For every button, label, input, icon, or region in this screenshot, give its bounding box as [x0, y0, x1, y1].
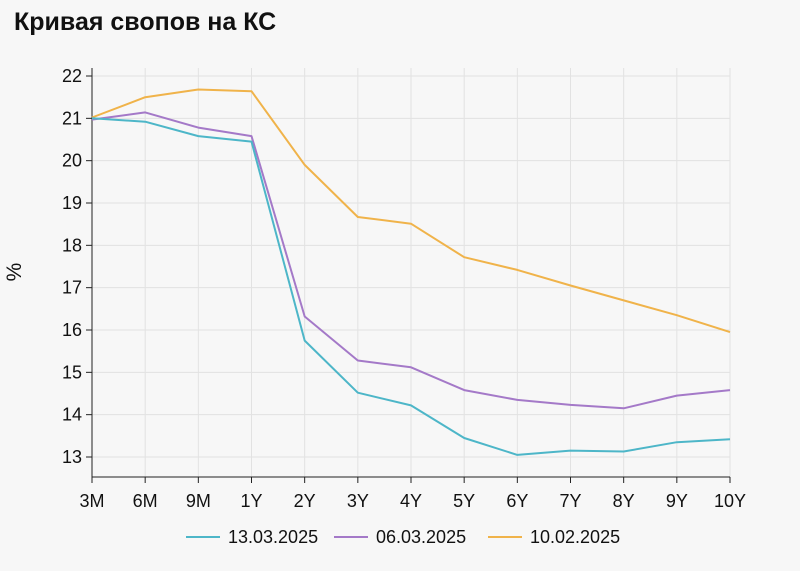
y-tick-label: 14	[62, 405, 82, 425]
y-tick-label: 22	[62, 66, 82, 86]
x-tick-label: 3M	[79, 491, 104, 511]
y-tick-label: 20	[62, 151, 82, 171]
x-tick-label: 9Y	[666, 491, 688, 511]
y-tick-label: 17	[62, 278, 82, 298]
y-tick-label: 15	[62, 362, 82, 382]
grid	[91, 68, 731, 477]
y-tick-label: 13	[62, 447, 82, 467]
x-tick-label: 6Y	[506, 491, 528, 511]
x-tick-label: 6M	[133, 491, 158, 511]
x-tick-label: 7Y	[559, 491, 581, 511]
y-axis-label: %	[3, 263, 26, 282]
x-tick-label: 4Y	[400, 491, 422, 511]
y-tick-label: 18	[62, 235, 82, 255]
tick-labels: 13 14 15 16 17 18 19 20 21 22 3M 6M 9M 1Y 2Y 3Y 4Y 5Y 6Y 7Y…	[62, 66, 746, 511]
series-lines	[91, 88, 731, 456]
x-tick-label: 10Y	[714, 491, 746, 511]
legend-label: 10.02.2025	[530, 527, 620, 547]
y-tick-label: 16	[62, 320, 82, 340]
y-tick-label: 21	[62, 108, 82, 128]
legend-label: 13.03.2025	[228, 527, 318, 547]
series-line-13.03.2025	[91, 117, 731, 456]
legend: 13.03.2025 06.03.2025 10.02.2025	[186, 527, 620, 547]
x-tick-label: 5Y	[453, 491, 475, 511]
x-tick-label: 3Y	[347, 491, 369, 511]
y-tick-label: 19	[62, 193, 82, 213]
x-tick-label: 8Y	[613, 491, 635, 511]
x-tick-label: 9M	[186, 491, 211, 511]
series-line-06.03.2025	[91, 111, 731, 410]
series-line-10.02.2025	[91, 88, 731, 334]
x-tick-label: 2Y	[294, 491, 316, 511]
legend-label: 06.03.2025	[376, 527, 466, 547]
axes	[86, 68, 731, 483]
x-tick-label: 1Y	[240, 491, 262, 511]
chart-title: Кривая свопов на КС	[14, 8, 277, 36]
